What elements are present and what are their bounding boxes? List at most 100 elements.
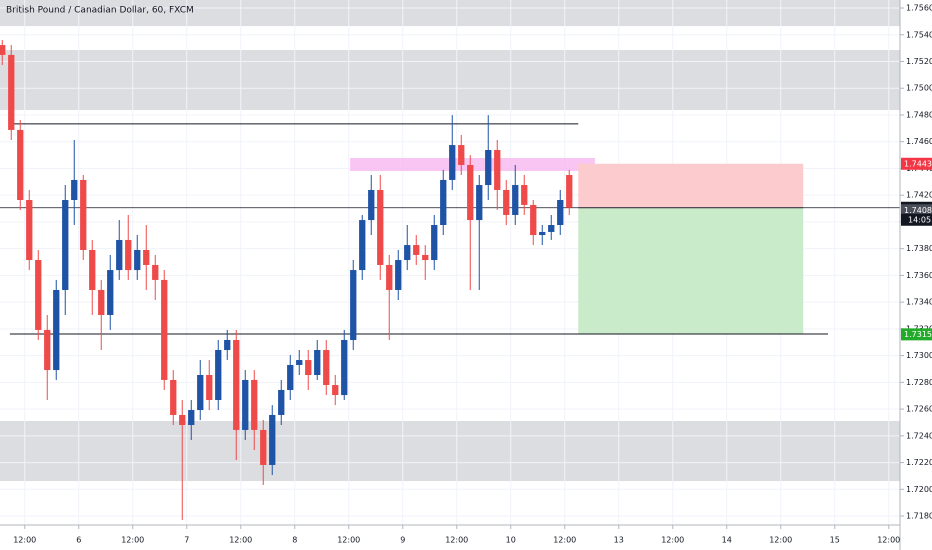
candle-body — [485, 150, 492, 186]
candle-body — [269, 414, 276, 465]
candle-body — [341, 339, 348, 396]
y-tick-label: 1.74200 — [906, 191, 932, 200]
highlight-zone — [350, 158, 595, 171]
candle-body — [116, 239, 123, 271]
y-tick-label: 1.72000 — [906, 485, 932, 494]
x-tick-label: 8 — [292, 536, 297, 545]
price-label-bg — [901, 204, 932, 217]
candle-body — [332, 385, 339, 396]
x-tick-label: 12:00 — [553, 536, 576, 545]
price-label: 1.73159 — [904, 330, 932, 339]
candle-body — [35, 260, 42, 330]
y-tick-label: 1.72600 — [906, 405, 932, 414]
candle-body — [386, 264, 393, 290]
y-tick-label: 1.74800 — [906, 110, 932, 119]
zone — [0, 420, 900, 482]
countdown-bg — [901, 213, 932, 226]
candle-body — [80, 179, 87, 250]
x-tick-label: 7 — [184, 536, 189, 545]
candle-body — [422, 254, 429, 261]
candle-body — [206, 375, 213, 400]
candle-body — [395, 260, 402, 290]
candle-body — [17, 129, 24, 200]
candle-body — [98, 289, 105, 315]
price-label-bg — [901, 328, 932, 341]
price-label-bg — [901, 157, 932, 170]
x-tick-label: 12:00 — [445, 536, 468, 545]
candle-body — [404, 245, 411, 261]
candle-body — [323, 350, 330, 386]
x-tick-label: 15 — [830, 536, 840, 545]
candle-body — [377, 189, 384, 265]
plot-area — [0, 0, 900, 525]
candle-body — [215, 350, 222, 400]
candle-body — [521, 185, 528, 205]
candle-body — [224, 339, 231, 350]
candle-body — [260, 429, 267, 465]
x-tick-label: 13 — [614, 536, 624, 545]
candle-body — [350, 270, 357, 340]
candle-body — [530, 204, 537, 236]
candle-body — [251, 379, 258, 430]
candle-body — [368, 189, 375, 221]
candle-body — [314, 350, 321, 375]
candle-body — [476, 185, 483, 221]
y-tick-label: 1.75400 — [906, 30, 932, 39]
y-tick-label: 1.73000 — [906, 351, 932, 360]
candle-body — [134, 250, 141, 271]
y-tick-label: 1.75600 — [906, 4, 932, 13]
candle-body — [548, 225, 555, 232]
y-tick-label: 1.72800 — [906, 378, 932, 387]
x-tick-label: 12:00 — [661, 536, 684, 545]
candle-body — [26, 200, 33, 261]
x-tick-label: 14 — [722, 536, 732, 545]
candle-body — [494, 150, 501, 190]
candle-body — [566, 175, 573, 208]
x-tick-label: 9 — [400, 536, 405, 545]
price-label: 1.74435 — [904, 159, 932, 168]
target-zone — [578, 207, 804, 335]
y-tick-label: 1.73600 — [906, 271, 932, 280]
zone — [0, 0, 900, 27]
candle-body — [431, 225, 438, 261]
candle-body — [539, 231, 546, 236]
candle-body — [197, 375, 204, 411]
candle-body — [125, 239, 132, 271]
candle-body — [71, 179, 78, 200]
candle-body — [170, 379, 177, 415]
candle-body — [0, 45, 6, 55]
candle-body — [359, 220, 366, 271]
y-tick-label: 1.75200 — [906, 57, 932, 66]
x-tick-label: 12:00 — [337, 536, 360, 545]
y-tick-label: 1.72400 — [906, 431, 932, 440]
x-tick-label: 12:00 — [13, 536, 36, 545]
candle-body — [278, 389, 285, 415]
candle-body — [458, 145, 465, 165]
x-tick-label: 12:00 — [769, 536, 792, 545]
candle-body — [107, 270, 114, 315]
y-tick-label: 1.73400 — [906, 298, 932, 307]
stop-zone — [578, 163, 804, 208]
zone — [0, 50, 900, 111]
candle-body — [179, 414, 186, 425]
candle-body — [188, 410, 195, 425]
candle-body — [53, 289, 60, 371]
countdown: 14:05 — [908, 215, 931, 224]
x-tick-label: 12:00 — [229, 536, 252, 545]
chart-title: British Pound / Canadian Dollar, 60, FXC… — [6, 6, 194, 16]
candle-body — [152, 264, 159, 280]
x-tick-label: 6 — [76, 536, 81, 545]
candle-body — [62, 200, 69, 290]
candle-body — [305, 360, 312, 375]
x-tick-label: 12:00 — [877, 536, 900, 545]
candle-body — [8, 54, 15, 130]
candle-body — [449, 145, 456, 180]
x-tick-label: 10 — [506, 536, 516, 545]
candle-body — [161, 279, 168, 380]
y-tick-label: 1.72200 — [906, 458, 932, 467]
candle-body — [557, 200, 564, 225]
candle-body — [296, 360, 303, 365]
candle-body — [287, 364, 294, 390]
y-tick-label: 1.71800 — [906, 512, 932, 521]
